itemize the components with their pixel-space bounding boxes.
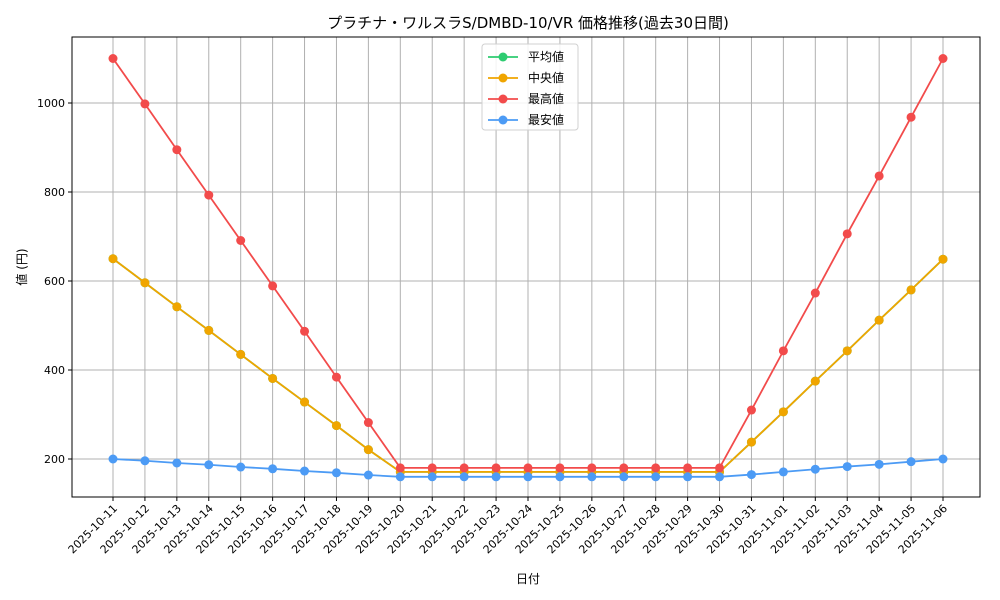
data-point	[300, 466, 310, 476]
data-point	[842, 346, 852, 356]
data-point	[108, 54, 118, 63]
data-point	[938, 254, 948, 264]
data-point	[331, 421, 341, 431]
data-point	[746, 405, 756, 415]
data-point	[587, 472, 597, 482]
chart-title: プラチナ・ワルスラS/DMBD-10/VR 価格推移(過去30日間)	[327, 14, 729, 32]
data-point	[778, 346, 788, 356]
data-point	[683, 463, 693, 473]
series-2	[108, 54, 948, 473]
y-tick-label: 200	[44, 453, 65, 466]
data-point	[746, 470, 756, 480]
data-point	[746, 437, 756, 447]
data-point	[906, 285, 916, 295]
data-point	[427, 472, 437, 482]
data-point	[715, 472, 725, 482]
data-point	[555, 472, 565, 482]
data-point	[140, 456, 150, 466]
legend-marker-icon	[498, 94, 508, 104]
y-axis-label: 値 (円)	[14, 248, 29, 285]
data-point	[715, 463, 725, 473]
data-point	[906, 112, 916, 122]
data-point	[651, 472, 661, 482]
data-point	[268, 373, 278, 383]
data-point	[236, 462, 246, 472]
data-point	[810, 376, 820, 386]
data-point	[363, 470, 373, 480]
series-3	[108, 454, 948, 482]
x-axis-label: 日付	[516, 572, 540, 586]
series-layer	[108, 54, 948, 482]
data-point	[906, 457, 916, 467]
grid-lines	[72, 37, 980, 497]
data-point	[619, 472, 629, 482]
legend-marker-icon	[498, 115, 508, 125]
data-point	[874, 459, 884, 469]
legend-box	[481, 43, 579, 131]
data-point	[172, 458, 182, 468]
data-point	[491, 472, 501, 482]
data-point	[874, 171, 884, 181]
data-point	[459, 472, 469, 482]
data-point	[491, 463, 501, 473]
data-point	[683, 472, 693, 482]
data-point	[938, 54, 948, 63]
data-point	[236, 349, 246, 359]
legend-marker-icon	[498, 52, 508, 62]
data-point	[523, 472, 533, 482]
data-point	[842, 462, 852, 472]
legend-label: 平均値	[528, 49, 564, 64]
data-point	[778, 407, 788, 417]
legend-label: 中央値	[528, 70, 564, 85]
data-point	[651, 463, 661, 473]
data-point	[300, 326, 310, 336]
data-point	[172, 145, 182, 155]
y-tick-label: 400	[44, 364, 65, 377]
data-point	[810, 288, 820, 298]
legend-label: 最安値	[528, 112, 564, 127]
data-point	[938, 454, 948, 464]
data-point	[363, 445, 373, 455]
data-point	[778, 467, 788, 477]
data-point	[587, 463, 597, 473]
legend-label: 最高値	[528, 91, 564, 106]
data-point	[140, 99, 150, 109]
y-tick-label: 600	[44, 275, 65, 288]
data-point	[268, 281, 278, 291]
data-point	[204, 190, 214, 200]
x-axis-ticks: 2025-10-112025-10-122025-10-132025-10-14…	[66, 497, 950, 556]
data-point	[108, 254, 118, 264]
data-point	[108, 454, 118, 464]
data-point	[395, 472, 405, 482]
plot-frame	[71, 36, 981, 498]
data-point	[204, 325, 214, 335]
data-point	[204, 460, 214, 470]
data-point	[331, 468, 341, 478]
data-point	[619, 463, 629, 473]
data-point	[523, 463, 533, 473]
data-point	[395, 463, 405, 473]
data-point	[427, 463, 437, 473]
y-axis-ticks: 200 400 600 800 1000	[37, 97, 72, 466]
legend-marker-icon	[498, 73, 508, 83]
data-point	[842, 229, 852, 239]
data-point	[140, 278, 150, 288]
data-point	[459, 463, 469, 473]
data-point	[810, 464, 820, 474]
data-point	[331, 372, 341, 382]
data-point	[555, 463, 565, 473]
data-point	[268, 464, 278, 474]
y-tick-label: 1000	[37, 97, 65, 110]
data-point	[874, 315, 884, 325]
data-point	[363, 418, 373, 428]
y-tick-label: 800	[44, 186, 65, 199]
data-point	[172, 302, 182, 312]
data-point	[236, 236, 246, 246]
data-point	[300, 397, 310, 407]
